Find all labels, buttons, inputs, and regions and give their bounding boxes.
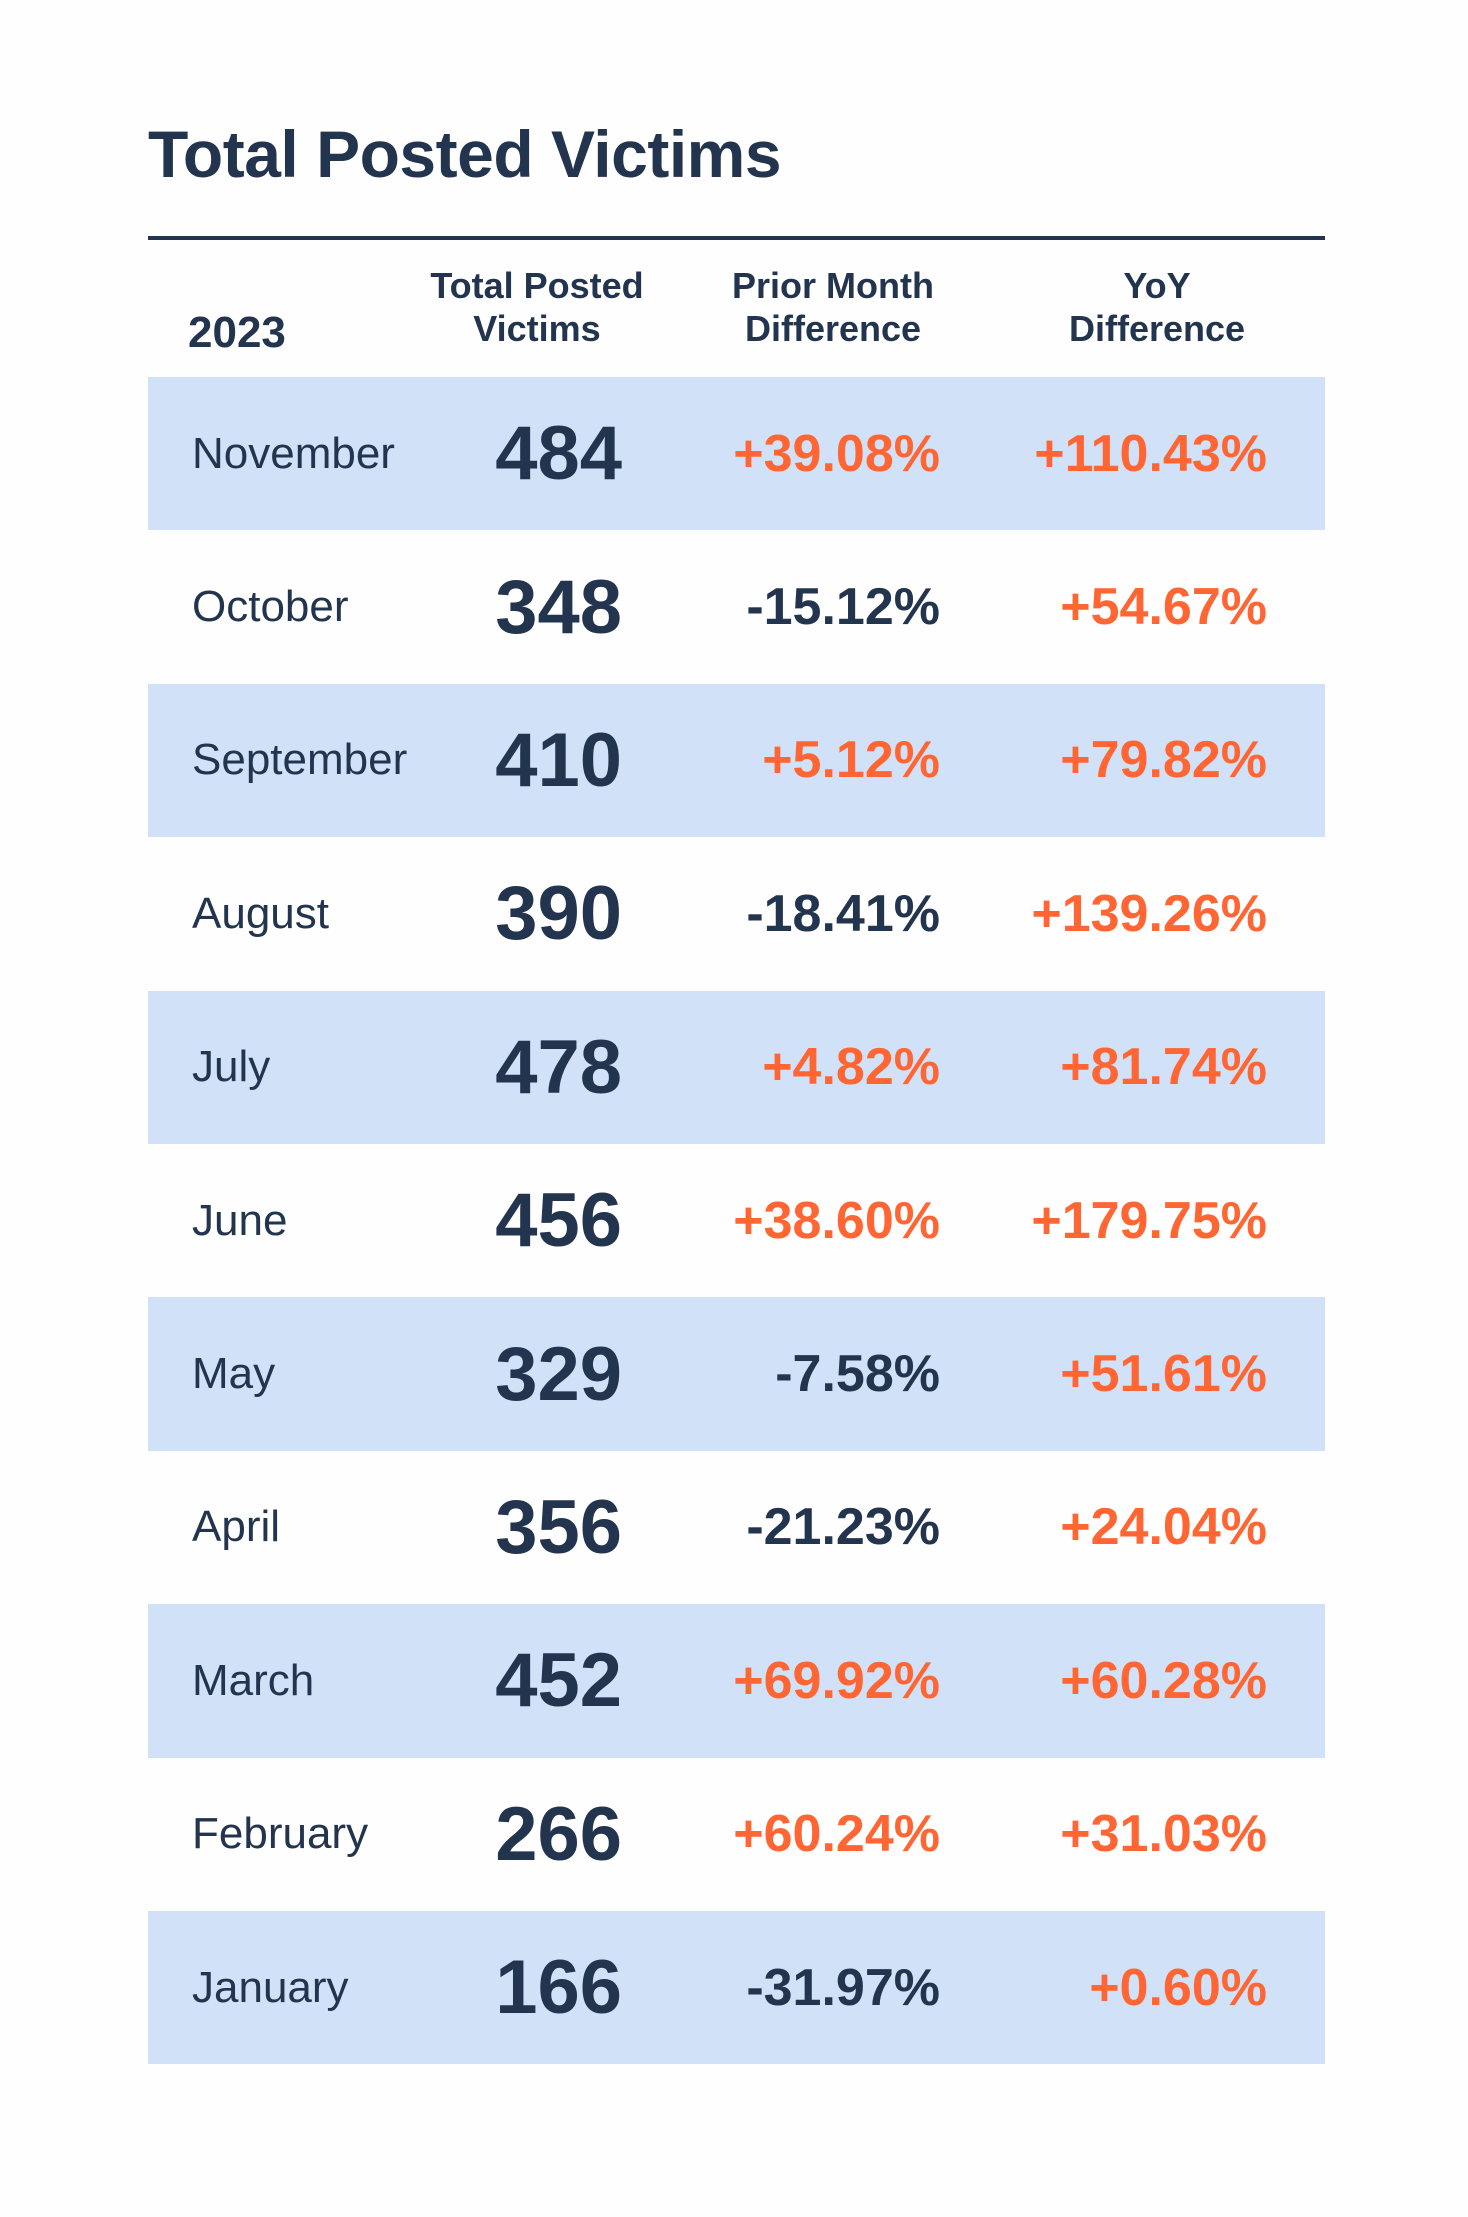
month-label: May xyxy=(192,1349,276,1399)
table-row: May 329 -7.58% +51.61% xyxy=(148,1297,1325,1451)
yoy-value: +51.61% xyxy=(1060,1345,1267,1404)
prior-month-value: -15.12% xyxy=(746,578,940,637)
prior-month-value: -7.58% xyxy=(775,1345,940,1404)
column-header-prior-line2: Difference xyxy=(744,308,922,349)
page-title: Total Posted Victims xyxy=(148,117,782,191)
yoy-value: +0.60% xyxy=(1089,1958,1267,2017)
prior-month-value: +5.12% xyxy=(762,731,940,790)
total-value: 390 xyxy=(495,871,622,957)
total-value: 484 xyxy=(495,411,622,497)
total-value: 478 xyxy=(495,1024,622,1110)
month-label: March xyxy=(192,1655,315,1705)
table-row: March 452 +69.92% +60.28% xyxy=(148,1604,1325,1758)
prior-month-value: +39.08% xyxy=(733,424,940,483)
total-value: 456 xyxy=(495,1178,622,1264)
table-row: August 390 -18.41% +139.26% xyxy=(148,837,1325,990)
month-label: August xyxy=(192,888,329,938)
month-label: July xyxy=(192,1042,271,1092)
yoy-value: +54.67% xyxy=(1060,578,1267,637)
column-header-total-line1: Total Posted xyxy=(430,265,644,306)
prior-month-value: +4.82% xyxy=(762,1038,940,1097)
prior-month-value: -31.97% xyxy=(746,1958,940,2017)
total-value: 452 xyxy=(495,1638,622,1724)
total-value: 410 xyxy=(495,717,622,803)
prior-month-value: +60.24% xyxy=(733,1805,940,1864)
prior-month-value: -18.41% xyxy=(746,884,940,943)
column-header-total: Total Posted Victims xyxy=(387,264,687,350)
month-label: September xyxy=(192,735,408,785)
prior-month-value: +38.60% xyxy=(733,1191,940,1250)
title-divider xyxy=(148,236,1325,240)
column-header-yoy-line1: YoY xyxy=(1123,265,1191,306)
table-row: October 348 -15.12% +54.67% xyxy=(148,530,1325,683)
prior-month-value: -21.23% xyxy=(746,1498,940,1557)
table-row: June 456 +38.60% +179.75% xyxy=(148,1144,1325,1297)
yoy-value: +24.04% xyxy=(1060,1498,1267,1557)
month-label: April xyxy=(192,1502,281,1552)
data-table: November 484 +39.08% +110.43% October 34… xyxy=(148,377,1325,2065)
yoy-value: +179.75% xyxy=(1031,1191,1267,1250)
table-row: September 410 +5.12% +79.82% xyxy=(148,683,1325,838)
yoy-value: +81.74% xyxy=(1060,1038,1267,1097)
yoy-value: +31.03% xyxy=(1060,1805,1267,1864)
prior-month-value: +69.92% xyxy=(733,1651,940,1710)
month-label: November xyxy=(192,428,395,478)
month-label: June xyxy=(192,1195,288,1245)
yoy-value: +139.26% xyxy=(1031,884,1267,943)
year-header: 2023 xyxy=(188,308,286,357)
column-header-yoy-line2: Difference xyxy=(1068,308,1246,349)
table-row: February 266 +60.24% +31.03% xyxy=(148,1758,1325,1911)
total-value: 348 xyxy=(495,564,622,650)
table-row: November 484 +39.08% +110.43% xyxy=(148,377,1325,531)
column-header-total-line2: Victims xyxy=(473,308,601,349)
total-value: 166 xyxy=(495,1945,622,2031)
total-value: 356 xyxy=(495,1484,622,1570)
table-row: July 478 +4.82% +81.74% xyxy=(148,990,1325,1144)
table-row: January 166 -31.97% +0.60% xyxy=(148,1910,1325,2065)
yoy-value: +79.82% xyxy=(1060,731,1267,790)
column-header-prior-line1: Prior Month xyxy=(732,265,934,306)
total-value: 266 xyxy=(495,1791,622,1877)
month-label: October xyxy=(192,582,349,632)
column-header-yoy: YoY Difference xyxy=(1007,264,1307,350)
month-label: January xyxy=(192,1962,349,2012)
total-value: 329 xyxy=(495,1331,622,1417)
table-row: April 356 -21.23% +24.04% xyxy=(148,1451,1325,1604)
yoy-value: +60.28% xyxy=(1060,1651,1267,1710)
yoy-value: +110.43% xyxy=(1034,424,1267,483)
month-label: February xyxy=(192,1809,369,1859)
column-header-prior-month: Prior Month Difference xyxy=(683,264,983,350)
